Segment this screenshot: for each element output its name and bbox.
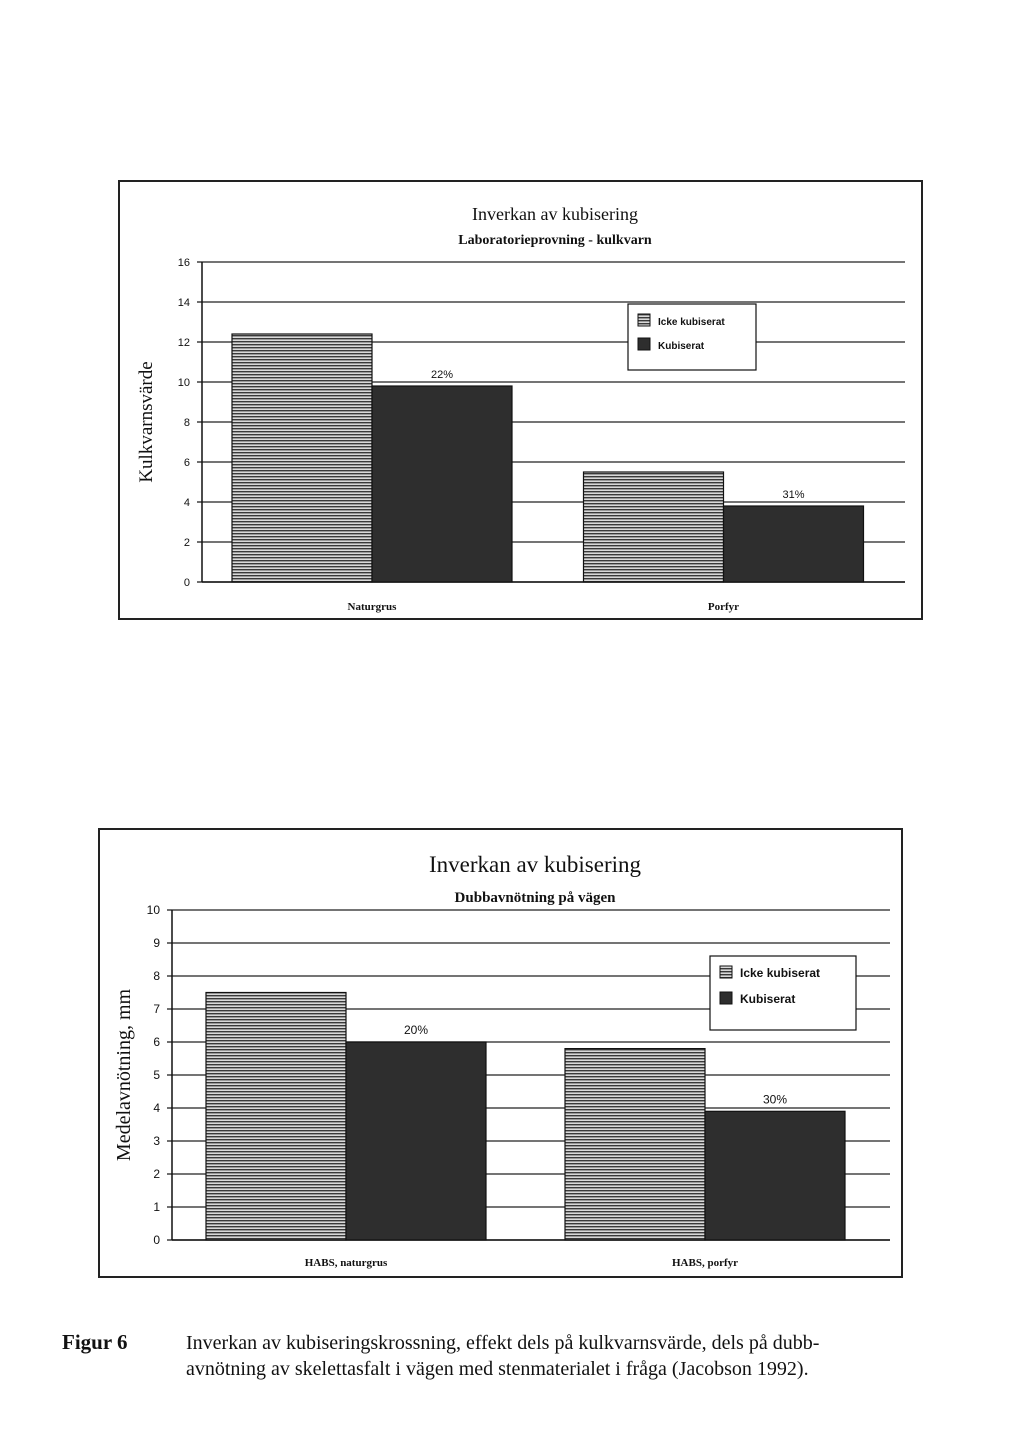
- chart-kulkvarn-svg: Inverkan av kubisering Laboratorieprovnin…: [136, 204, 905, 613]
- bar-icke-kubiserat: [231, 333, 373, 583]
- chart-dubbavnotning-svg: Inverkan av kubisering Dubbavnötning på v…: [113, 852, 890, 1269]
- y-tick-label: 2: [184, 537, 190, 549]
- y-tick-label: 7: [153, 1002, 160, 1016]
- x-tick-label: HABS, naturgrus: [305, 1257, 388, 1269]
- y-tick-label: 10: [147, 903, 161, 917]
- y-tick-label: 6: [184, 457, 190, 469]
- chart-dubbavnotning: Inverkan av kubisering Dubbavnötning på v…: [98, 828, 903, 1278]
- bar-icke-kubiserat: [205, 991, 347, 1241]
- y-tick-label: 5: [153, 1068, 160, 1082]
- x-tick-label: Naturgrus: [348, 601, 398, 613]
- bar-icke-kubiserat: [564, 1048, 706, 1241]
- legend-label: Kubiserat: [658, 341, 705, 352]
- legend-label: Icke kubiserat: [658, 317, 725, 328]
- y-tick-label: 1: [153, 1200, 160, 1214]
- y-tick-label: 12: [178, 337, 190, 349]
- bar-annotation: 22%: [431, 369, 453, 381]
- y-tick-label: 0: [184, 577, 190, 589]
- figure-label: Figur 6: [62, 1330, 128, 1354]
- y-tick-label: 8: [184, 417, 190, 429]
- legend-swatch: [719, 965, 733, 979]
- bar-annotation: 30%: [763, 1092, 787, 1106]
- y-tick-label: 4: [184, 497, 190, 509]
- bar-kubiserat: [722, 505, 865, 583]
- legend-swatch: [637, 337, 651, 351]
- x-tick-label: Porfyr: [708, 601, 739, 613]
- y-tick-label: 14: [178, 297, 190, 309]
- chart-subtitle: Dubbavnötning på vägen: [455, 890, 617, 906]
- bar-kubiserat: [345, 1041, 487, 1241]
- y-tick-label: 9: [153, 936, 160, 950]
- legend-box: [709, 955, 857, 1031]
- y-tick-label: 0: [153, 1233, 160, 1247]
- figure-caption: Inverkan av kubiseringskrossning, effekt…: [186, 1332, 820, 1380]
- y-axis-label: Medelavnötning, mm: [113, 988, 135, 1161]
- bar-kubiserat: [704, 1110, 846, 1241]
- bar-icke-kubiserat: [582, 471, 725, 583]
- chart-kulkvarn: Inverkan av kubisering Laboratorieprovnin…: [118, 180, 923, 620]
- legend-swatch: [637, 313, 651, 327]
- y-tick-label: 6: [153, 1035, 160, 1049]
- y-tick-label: 10: [178, 377, 190, 389]
- y-tick-label: 8: [153, 969, 160, 983]
- chart-title: Inverkan av kubisering: [429, 852, 642, 877]
- chart-subtitle: Laboratorieprovning - kulkvarn: [458, 233, 652, 248]
- bar-kubiserat: [371, 385, 513, 583]
- legend-swatch: [719, 991, 733, 1005]
- y-tick-label: 16: [178, 257, 190, 269]
- x-tick-label: HABS, porfyr: [672, 1257, 738, 1269]
- legend-label: Kubiserat: [740, 992, 795, 1006]
- bar-annotation: 20%: [404, 1023, 428, 1037]
- chart-title: Inverkan av kubisering: [472, 204, 638, 224]
- bar-annotation: 31%: [782, 489, 804, 501]
- y-tick-label: 4: [153, 1101, 160, 1115]
- y-axis-label: Kulkvarnsvärde: [136, 361, 157, 482]
- y-tick-label: 3: [153, 1134, 160, 1148]
- legend-label: Icke kubiserat: [740, 966, 820, 980]
- y-tick-label: 2: [153, 1167, 160, 1181]
